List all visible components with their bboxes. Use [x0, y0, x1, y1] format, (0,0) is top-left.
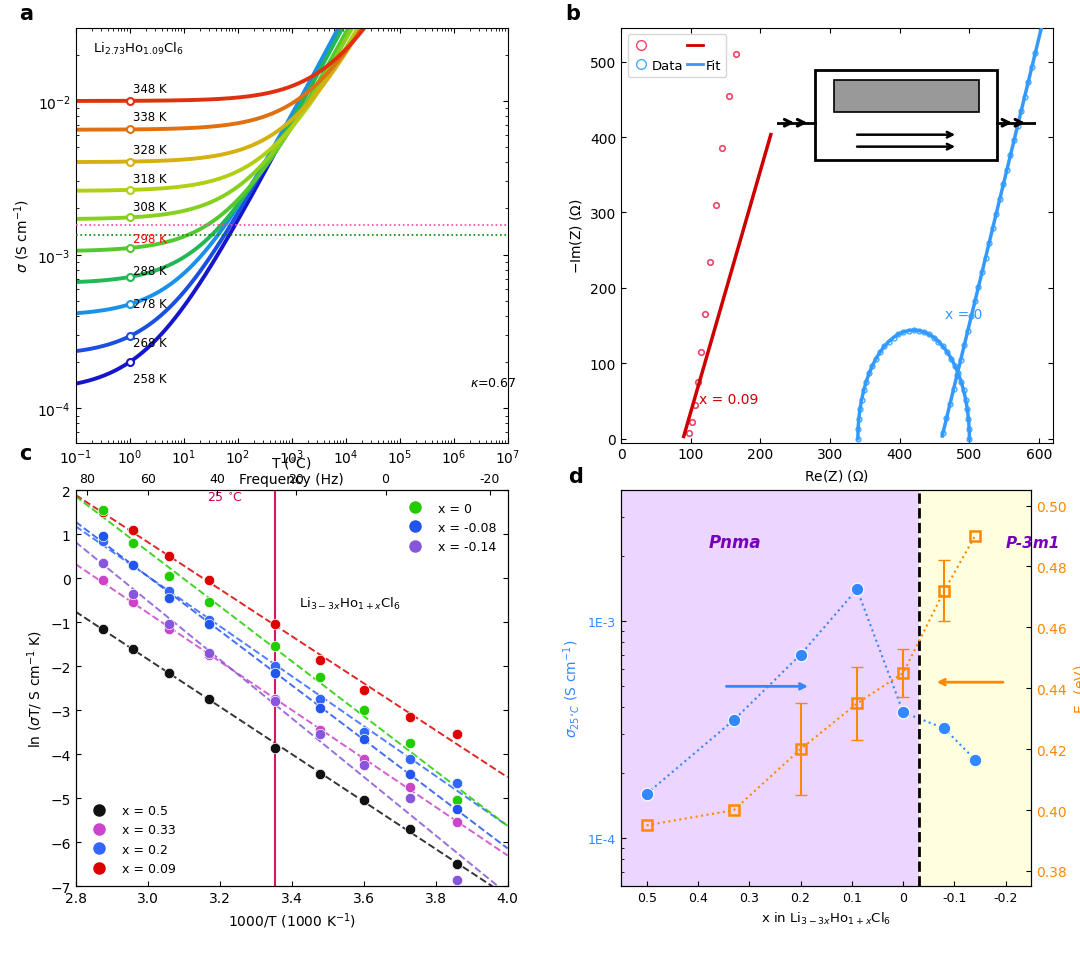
Text: 278 K: 278 K [133, 297, 166, 311]
Text: b: b [565, 5, 580, 24]
Text: 318 K: 318 K [133, 172, 166, 186]
Text: P-3m1: P-3m1 [1005, 535, 1061, 550]
X-axis label: 1000/T (1000 K$^{-1}$): 1000/T (1000 K$^{-1}$) [228, 911, 355, 930]
Text: 268 K: 268 K [133, 337, 166, 350]
X-axis label: Re(Z) ($\Omega$): Re(Z) ($\Omega$) [805, 468, 869, 483]
Text: 298 K: 298 K [133, 233, 166, 246]
X-axis label: T ($^{\circ}$C): T ($^{\circ}$C) [271, 455, 312, 471]
Text: x = 0.09: x = 0.09 [699, 393, 758, 406]
Y-axis label: $\sigma_{25^{\circ}C}$ (S cm$^{-1}$): $\sigma_{25^{\circ}C}$ (S cm$^{-1}$) [562, 639, 582, 738]
Text: 328 K: 328 K [133, 144, 166, 156]
Bar [621, 491, 918, 886]
Text: 288 K: 288 K [133, 265, 166, 278]
Text: c: c [19, 443, 31, 463]
Text: 348 K: 348 K [133, 83, 166, 95]
Text: a: a [19, 5, 33, 24]
Text: 25 $^{\circ}$C: 25 $^{\circ}$C [206, 492, 243, 505]
Y-axis label: E$_a$ (eV): E$_a$ (eV) [1072, 664, 1080, 713]
X-axis label: Frequency (Hz): Frequency (Hz) [240, 472, 343, 486]
Y-axis label: $-$Im(Z) ($\Omega$): $-$Im(Z) ($\Omega$) [568, 198, 584, 274]
Text: 258 K: 258 K [133, 373, 166, 385]
Text: Pnma: Pnma [708, 533, 760, 551]
Text: 308 K: 308 K [133, 201, 166, 213]
Text: Li$_{2.73}$Ho$_{1.09}$Cl$_6$: Li$_{2.73}$Ho$_{1.09}$Cl$_6$ [93, 41, 184, 57]
Text: Li$_{3-3x}$Ho$_{1+x}$Cl$_6$: Li$_{3-3x}$Ho$_{1+x}$Cl$_6$ [299, 596, 401, 611]
Y-axis label: ln ($\sigma$T/ S cm$^{-1}$ K): ln ($\sigma$T/ S cm$^{-1}$ K) [25, 630, 44, 747]
Legend: x = 0.5, x = 0.33, x = 0.2, x = 0.09: x = 0.5, x = 0.33, x = 0.2, x = 0.09 [82, 800, 180, 880]
Text: $\kappa$=0.67: $\kappa$=0.67 [470, 376, 516, 390]
Text: d: d [568, 467, 582, 487]
Bar [918, 491, 1031, 886]
X-axis label: x in Li$_{3-3x}$Ho$_{1+x}$Cl$_6$: x in Li$_{3-3x}$Ho$_{1+x}$Cl$_6$ [761, 910, 891, 925]
Text: x = 0: x = 0 [945, 308, 983, 322]
Y-axis label: $\sigma$ (S cm$^{-1}$): $\sigma$ (S cm$^{-1}$) [12, 199, 31, 273]
Legend: , Data, , Fit: , Data, , Fit [627, 35, 726, 78]
Text: 338 K: 338 K [133, 112, 166, 124]
